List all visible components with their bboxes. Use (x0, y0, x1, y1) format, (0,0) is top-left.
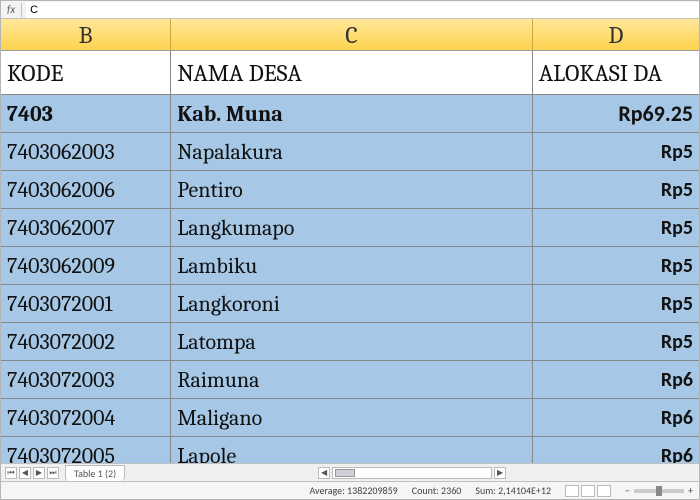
view-page-icon[interactable] (581, 485, 595, 497)
table-row: 7403072002LatompaRp5 (1, 323, 699, 361)
tab-last-icon[interactable]: ⏭ (47, 467, 59, 479)
cell-kode[interactable]: 7403072002 (1, 323, 171, 361)
summary-nama[interactable]: Kab. Muna (171, 95, 533, 133)
cell-kode[interactable]: 7403062009 (1, 247, 171, 285)
cell-nama[interactable]: Langkumapo (171, 209, 533, 247)
cell-alloc[interactable]: Rp6 (533, 361, 699, 399)
view-buttons (565, 485, 611, 497)
formula-bar: fx (1, 1, 699, 19)
sheet-tab-label: Table 1 (2) (74, 467, 116, 480)
hdr-alloc[interactable]: ALOKASI DA (533, 51, 699, 95)
cell-nama[interactable]: Latompa (171, 323, 533, 361)
zoom-track[interactable] (634, 489, 684, 493)
summary-kode[interactable]: 7403 (1, 95, 171, 133)
table-header-row: KODE NAMA DESA ALOKASI DA (1, 51, 699, 95)
table-row: 7403072004MaliganoRp6 (1, 399, 699, 437)
table-row: 7403062007LangkumapoRp5 (1, 209, 699, 247)
hscroll-track[interactable] (332, 467, 492, 479)
view-normal-icon[interactable] (565, 485, 579, 497)
zoom-plus-icon[interactable]: + (688, 484, 693, 497)
cell-kode[interactable]: 7403072003 (1, 361, 171, 399)
cell-alloc[interactable]: Rp6 (533, 437, 699, 463)
zoom-thumb[interactable] (656, 486, 662, 496)
cell-kode[interactable]: 7403072005 (1, 437, 171, 463)
view-break-icon[interactable] (597, 485, 611, 497)
hdr-kode[interactable]: KODE (1, 51, 171, 95)
spreadsheet-app: fx B C D KODE NAMA DESA ALOKASI DA 7403 … (0, 0, 700, 500)
tab-next-icon[interactable]: ▶ (33, 467, 45, 479)
cell-nama[interactable]: Lapole (171, 437, 533, 463)
cell-alloc[interactable]: Rp5 (533, 247, 699, 285)
tab-prev-icon[interactable]: ◀ (19, 467, 31, 479)
table-row: 7403062006PentiroRp5 (1, 171, 699, 209)
cell-nama[interactable]: Pentiro (171, 171, 533, 209)
hdr-nama[interactable]: NAMA DESA (171, 51, 533, 95)
cell-alloc[interactable]: Rp5 (533, 209, 699, 247)
cell-nama[interactable]: Lambiku (171, 247, 533, 285)
cell-alloc[interactable]: Rp5 (533, 323, 699, 361)
cell-alloc[interactable]: Rp6 (533, 399, 699, 437)
cell-kode[interactable]: 7403062006 (1, 171, 171, 209)
summary-row: 7403 Kab. Muna Rp69.25 (1, 95, 699, 133)
hscroll-zone: ◀ ▶ (125, 467, 699, 479)
formula-input[interactable] (26, 2, 699, 18)
tab-first-icon[interactable]: ⏮ (5, 467, 17, 479)
hscroll-right-icon[interactable]: ▶ (494, 467, 506, 479)
sheet-tab[interactable]: Table 1 (2) (65, 465, 125, 481)
col-header-d[interactable]: D (533, 19, 699, 50)
col-header-c[interactable]: C (171, 19, 533, 50)
col-header-b[interactable]: B (1, 19, 171, 50)
data-rows-mount: 7403062003NapalakuraRp57403062006Pentiro… (1, 133, 699, 463)
hscroll-left-icon[interactable]: ◀ (318, 467, 330, 479)
cell-nama[interactable]: Langkoroni (171, 285, 533, 323)
table-row: 7403062009LambikuRp5 (1, 247, 699, 285)
table-row: 7403062003NapalakuraRp5 (1, 133, 699, 171)
status-sum: Sum: 2,14104E+12 (475, 484, 551, 497)
summary-alloc[interactable]: Rp69.25 (533, 95, 699, 133)
cell-nama[interactable]: Napalakura (171, 133, 533, 171)
cell-alloc[interactable]: Rp5 (533, 133, 699, 171)
table-row: 7403072003RaimunaRp6 (1, 361, 699, 399)
cell-alloc[interactable]: Rp5 (533, 171, 699, 209)
table-row: 7403072005LapoleRp6 (1, 437, 699, 463)
status-average: Average: 1382209859 (309, 484, 397, 497)
hscroll-thumb[interactable] (335, 469, 355, 477)
sheet-tab-bar: ⏮ ◀ ▶ ⏭ Table 1 (2) ◀ ▶ (1, 463, 699, 481)
zoom-slider[interactable]: − + (625, 484, 693, 497)
fx-separator (21, 3, 22, 17)
column-letter-row: B C D (1, 19, 699, 51)
status-count: Count: 2360 (412, 484, 462, 497)
cell-nama[interactable]: Maligano (171, 399, 533, 437)
cell-kode[interactable]: 7403072004 (1, 399, 171, 437)
cell-alloc[interactable]: Rp5 (533, 285, 699, 323)
grid[interactable]: KODE NAMA DESA ALOKASI DA 7403 Kab. Muna… (1, 51, 699, 463)
fx-label: fx (1, 3, 21, 16)
cell-kode[interactable]: 7403062007 (1, 209, 171, 247)
status-bar: Average: 1382209859 Count: 2360 Sum: 2,1… (1, 481, 699, 499)
cell-kode[interactable]: 7403062003 (1, 133, 171, 171)
zoom-minus-icon[interactable]: − (625, 484, 630, 497)
table-row: 7403072001LangkoroniRp5 (1, 285, 699, 323)
cell-kode[interactable]: 7403072001 (1, 285, 171, 323)
cell-nama[interactable]: Raimuna (171, 361, 533, 399)
tab-nav-buttons: ⏮ ◀ ▶ ⏭ (1, 467, 63, 479)
